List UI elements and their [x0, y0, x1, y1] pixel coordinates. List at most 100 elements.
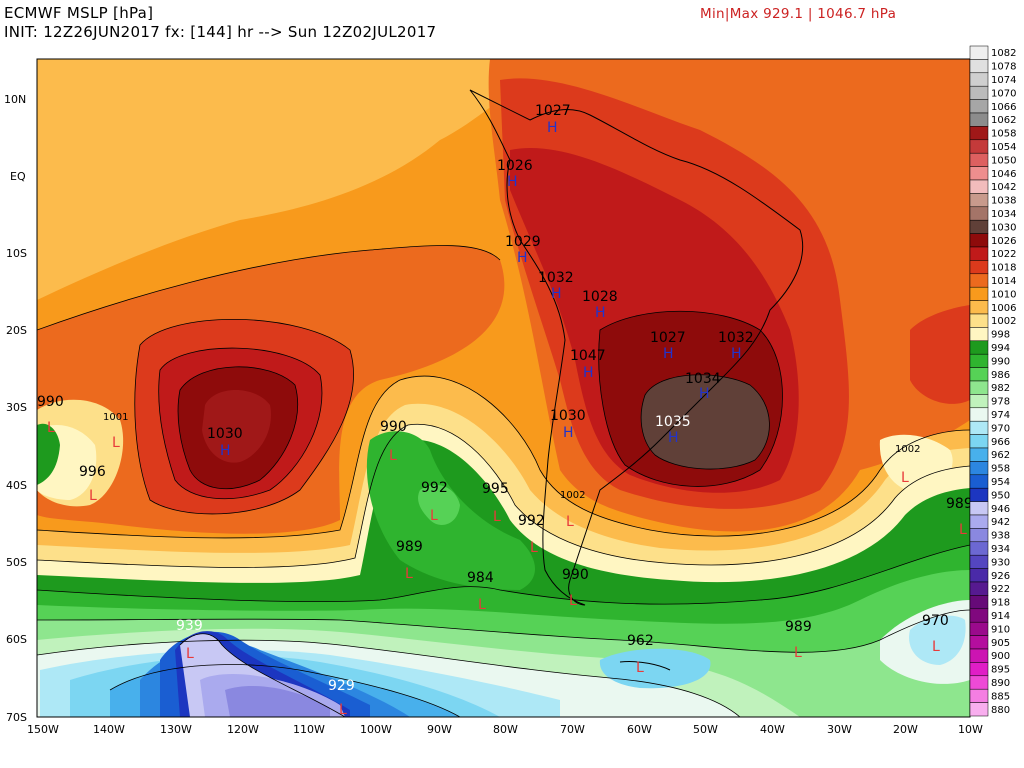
- low-marker: L: [389, 448, 397, 464]
- pressure-value-label: 1001: [103, 412, 128, 423]
- high-marker: H: [220, 443, 231, 459]
- pressure-value-label: 992: [518, 513, 545, 529]
- colorbar-swatch: [969, 260, 989, 275]
- coastlines: [469, 89, 804, 671]
- high-marker: H: [731, 346, 742, 362]
- pressure-value-label: 1034: [685, 371, 721, 387]
- low-marker: L: [959, 522, 967, 538]
- isobar: [598, 310, 783, 487]
- isobar: [109, 664, 461, 717]
- lon-label: 60W: [627, 723, 652, 736]
- pressure-value-label: 962: [627, 633, 654, 649]
- isobar: [177, 366, 299, 490]
- colorbar-swatch: [969, 568, 989, 583]
- colorbar-swatch: [969, 166, 989, 181]
- colorbar-swatch: [969, 367, 989, 382]
- low-marker: L: [186, 646, 194, 662]
- colorbar-label: 1054: [991, 142, 1016, 153]
- pressure-value-label: 1032: [538, 270, 574, 286]
- colorbar-label: 926: [991, 571, 1010, 582]
- colorbar-label: 880: [991, 705, 1010, 716]
- colorbar-swatch: [969, 233, 989, 248]
- colorbar-swatch: [969, 126, 989, 141]
- pressure-value-label: 995: [482, 481, 509, 497]
- map-title: ECMWF MSLP [hPa]: [4, 4, 154, 22]
- isobar: [640, 374, 770, 470]
- colorbar-swatch: [969, 152, 989, 167]
- pressure-centers: 1027 H 1026 H 1029 H 1032 H 1028 H 1027 …: [37, 103, 973, 718]
- low-marker: L: [112, 435, 120, 451]
- colorbar: 1082 1078 1074 1070 1066 1062 1058 1054 1050 1046…: [969, 45, 1016, 717]
- lat-label: 10S: [6, 247, 27, 260]
- lon-label: 130W: [160, 723, 192, 736]
- colorbar-label: 1030: [991, 222, 1016, 233]
- isobar: [179, 633, 346, 717]
- colorbar-label: 946: [991, 504, 1010, 515]
- field-938: [225, 686, 330, 717]
- lat-label: 10N: [4, 93, 26, 106]
- lat-label: 40S: [6, 479, 27, 492]
- low-marker: L: [569, 593, 577, 609]
- high-marker: H: [663, 346, 674, 362]
- colorbar-swatch: [969, 300, 989, 315]
- colorbar-label: 1010: [991, 289, 1016, 300]
- colorbar-label: 942: [991, 517, 1010, 528]
- colorbar-swatch: [969, 286, 989, 301]
- colorbar-label: 1034: [991, 209, 1016, 220]
- low-marker: L: [901, 470, 909, 486]
- colorbar-label: 1022: [991, 249, 1016, 260]
- colorbar-swatch: [969, 675, 989, 690]
- colorbar-swatch: [969, 702, 989, 717]
- colorbar-label: 1026: [991, 236, 1016, 247]
- colorbar-swatch: [969, 528, 989, 543]
- colorbar-label: 930: [991, 557, 1010, 568]
- lat-axis: 10N EQ 10S 20S 30S 40S 50S 60S 70S: [4, 93, 27, 724]
- colorbar-label: 918: [991, 598, 1010, 609]
- pressure-value-label: 992: [421, 480, 448, 496]
- colorbar-label: 934: [991, 544, 1010, 555]
- field-998-south: [37, 424, 970, 590]
- isobar: [158, 347, 323, 500]
- colorbar-label: 998: [991, 330, 1010, 341]
- colorbar-swatch: [969, 193, 989, 208]
- colorbar-swatch: [969, 99, 989, 114]
- pressure-value-label: 1030: [550, 408, 586, 424]
- lat-label: 60S: [6, 633, 27, 646]
- low-marker: L: [89, 488, 97, 504]
- colorbar-swatch: [969, 85, 989, 100]
- lon-label: 120W: [227, 723, 259, 736]
- colorbar-swatch: [969, 595, 989, 610]
- colorbar-label: 1006: [991, 303, 1016, 314]
- colorbar-label: 1046: [991, 169, 1016, 180]
- colorbar-label: 885: [991, 691, 1010, 702]
- field-1018-east: [910, 305, 970, 404]
- high-marker: H: [507, 174, 518, 190]
- colorbar-label: 962: [991, 450, 1010, 461]
- colorbar-swatch: [969, 313, 989, 328]
- colorbar-swatch: [969, 179, 989, 194]
- lon-label: 30W: [827, 723, 852, 736]
- pressure-value-label: 970: [922, 613, 949, 629]
- lon-label: 150W: [27, 723, 59, 736]
- lon-label: 90W: [427, 723, 452, 736]
- field-1006-nw: [37, 59, 560, 300]
- high-marker: H: [563, 425, 574, 441]
- isobar: [37, 245, 501, 331]
- field-986-tongue: [418, 485, 460, 525]
- colorbar-swatch: [969, 501, 989, 516]
- init-forecast-line: INIT: 12Z26JUN2017 fx: [144] hr --> Sun …: [4, 23, 437, 41]
- pressure-value-label: 929: [328, 678, 355, 694]
- pressure-value-label: 990: [37, 394, 64, 410]
- colorbar-label: 1050: [991, 155, 1016, 166]
- colorbar-label: 958: [991, 464, 1010, 475]
- colorbar-swatch: [969, 59, 989, 74]
- pressure-value-label: 1047: [570, 348, 606, 364]
- pressure-value-label: 1027: [535, 103, 571, 119]
- colorbar-swatch: [969, 273, 989, 288]
- field-998-east: [879, 434, 953, 492]
- colorbar-swatch: [969, 394, 989, 409]
- colorbar-label: 1066: [991, 102, 1016, 113]
- high-marker: H: [595, 305, 606, 321]
- colorbar-label: 1014: [991, 276, 1016, 287]
- colorbar-swatch: [969, 608, 989, 623]
